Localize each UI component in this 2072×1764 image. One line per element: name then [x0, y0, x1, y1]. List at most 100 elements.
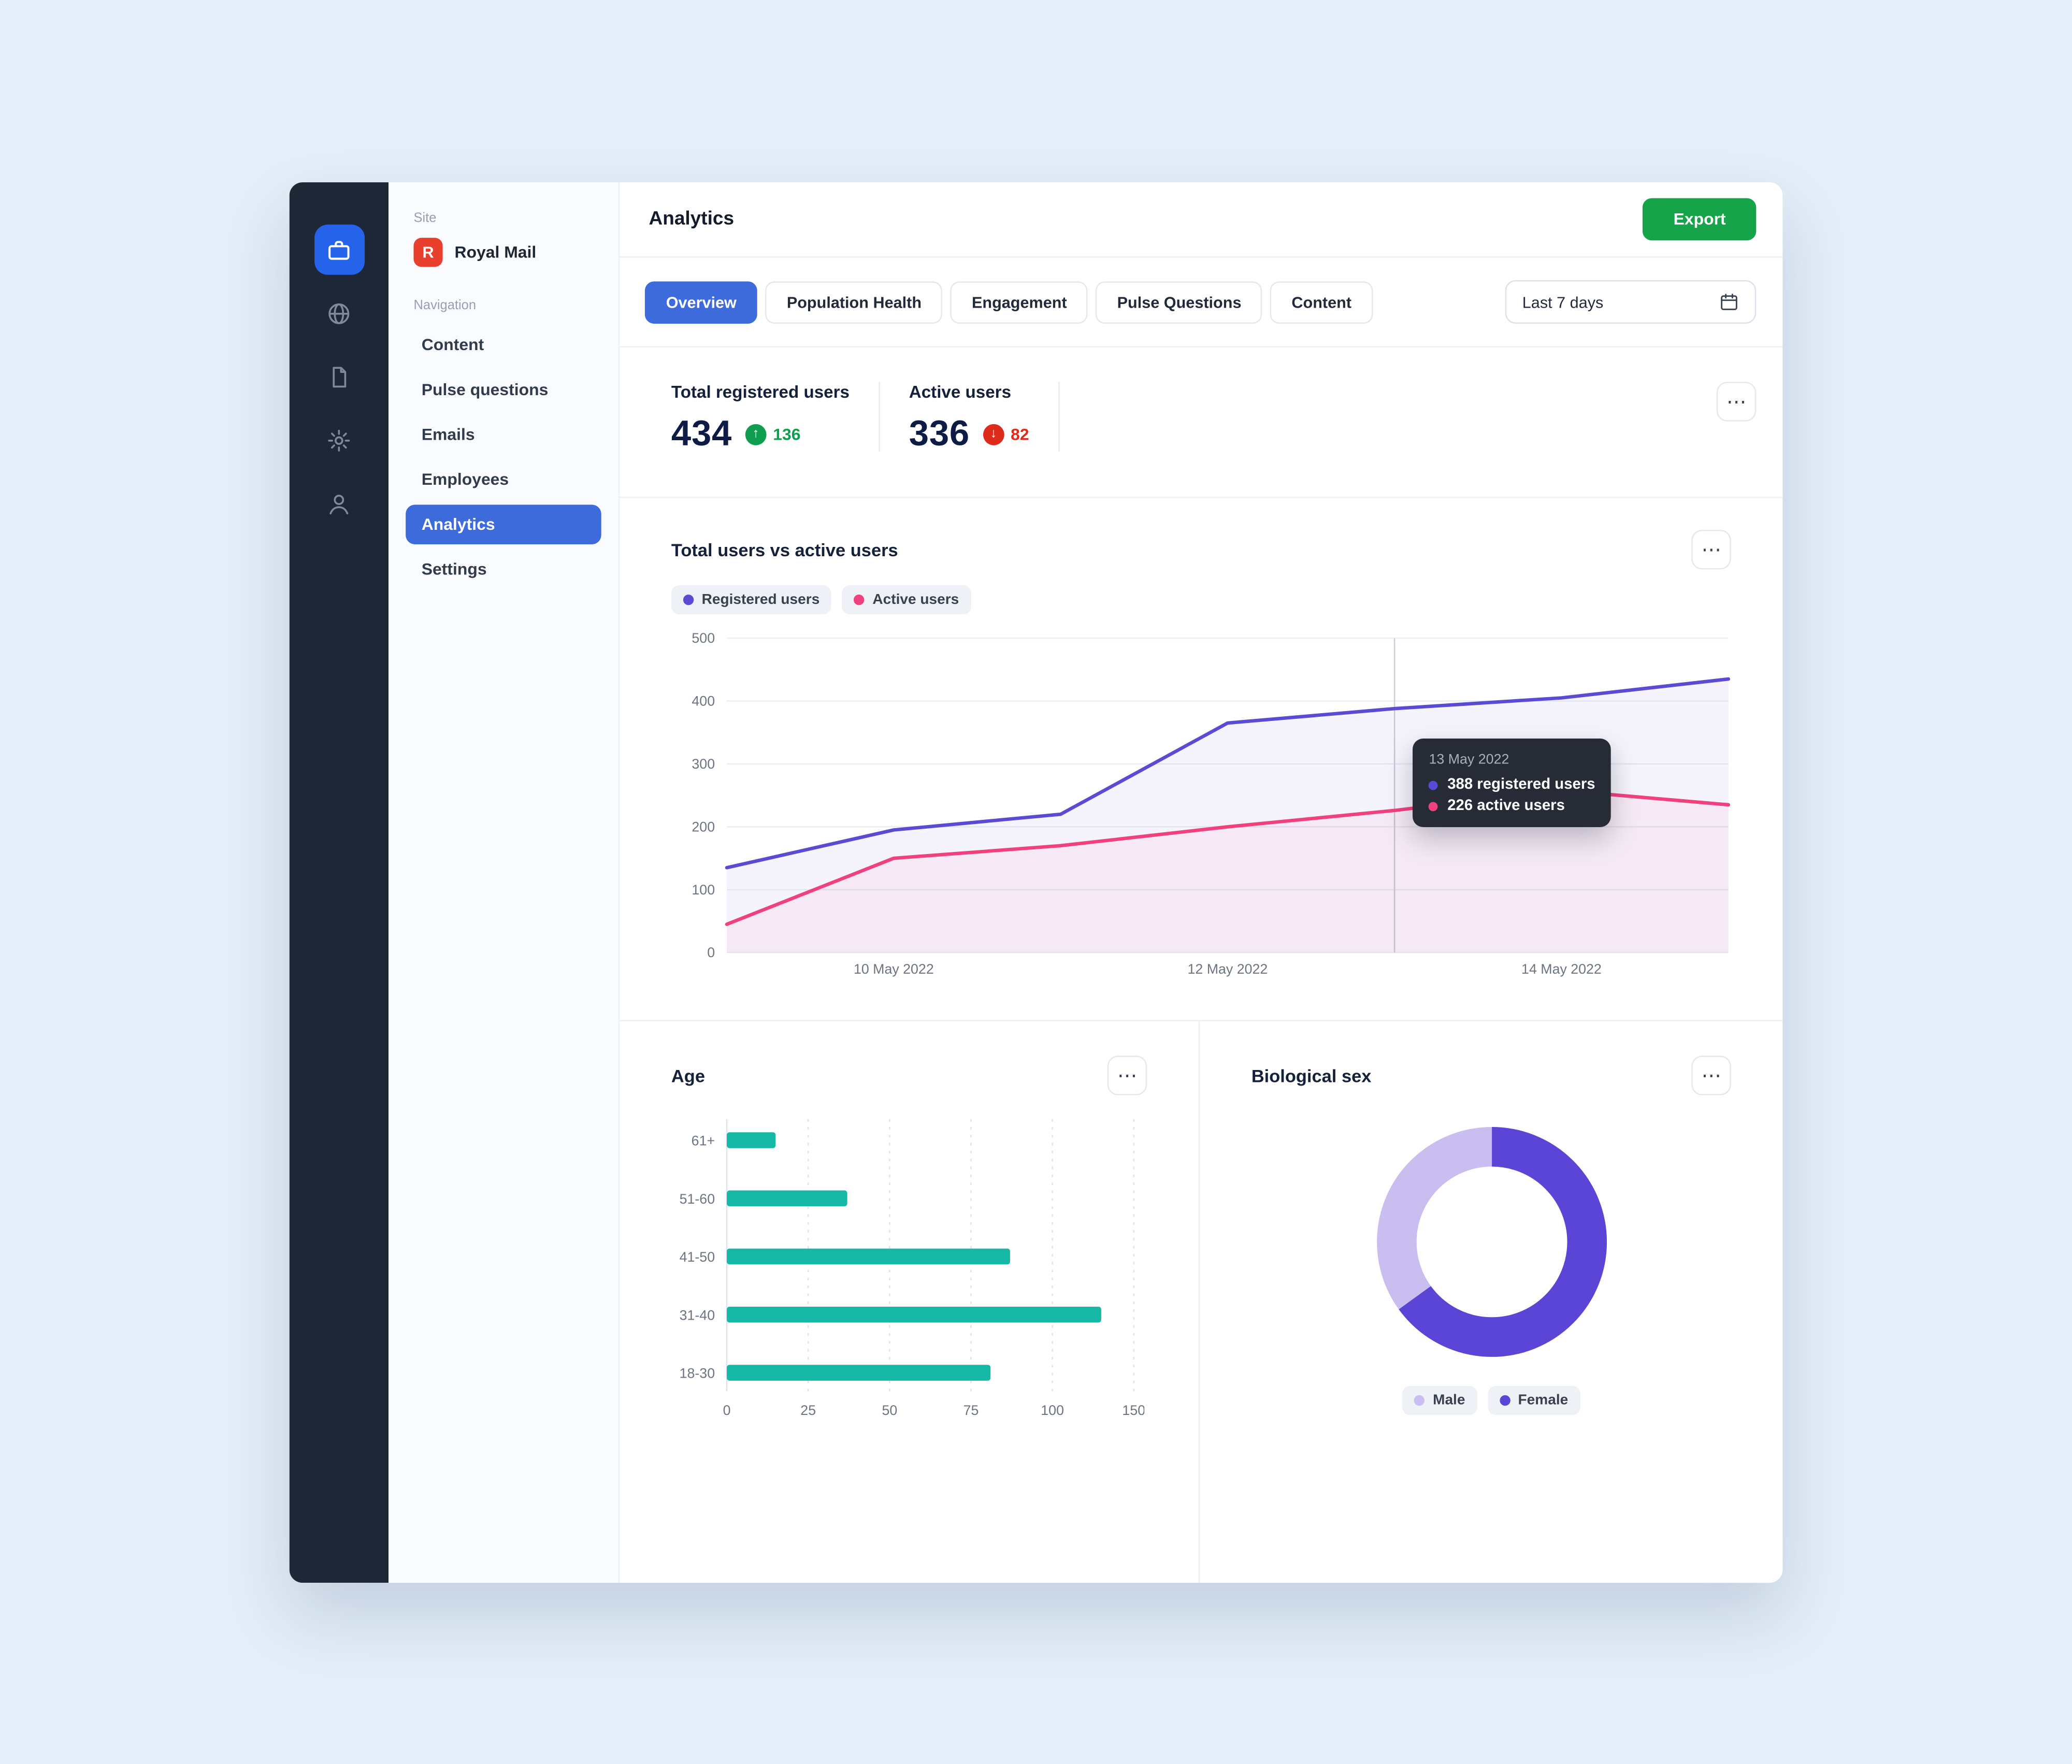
biological-sex-card: Biological sex Male Female: [1200, 1021, 1782, 1583]
svg-text:18-30: 18-30: [680, 1366, 715, 1381]
date-range-select[interactable]: Last 7 days: [1505, 280, 1757, 324]
svg-text:50: 50: [882, 1402, 897, 1418]
legend-active-users[interactable]: Active users: [842, 585, 971, 615]
svg-text:0: 0: [707, 945, 715, 960]
stat-total-registered-users: Total registered users 434 136: [671, 382, 880, 452]
chart-tooltip: 13 May 2022 388 registered users 226 act…: [1413, 739, 1611, 827]
svg-text:100: 100: [1041, 1402, 1064, 1418]
sex-title: Biological sex: [1251, 1065, 1372, 1086]
arrow-up-icon: [745, 423, 767, 445]
svg-text:300: 300: [692, 756, 715, 772]
tooltip-row: 388 registered users: [1429, 777, 1595, 793]
tooltip-dot-registered: [1429, 780, 1438, 790]
sidebar-item-emails[interactable]: Emails: [421, 425, 475, 444]
sidebar-item-content[interactable]: Content: [421, 335, 484, 354]
legend-registered-users[interactable]: Registered users: [671, 585, 832, 615]
legend-dot: [683, 594, 694, 605]
sidebar-item-employees[interactable]: Employees: [421, 470, 509, 489]
arrow-down-icon: [983, 423, 1004, 445]
rail-item-globe[interactable]: [314, 288, 364, 338]
sex-legend: Male Female: [1402, 1386, 1580, 1415]
icon-rail: [289, 182, 388, 1583]
rail-item-settings[interactable]: [314, 415, 364, 465]
svg-text:10 May 2022: 10 May 2022: [854, 961, 934, 977]
sidebar-item-analytics[interactable]: Analytics: [406, 504, 601, 545]
legend-dot: [1499, 1395, 1510, 1406]
sex-chart: [1376, 1127, 1606, 1357]
svg-text:25: 25: [800, 1402, 816, 1418]
navigation-label: Navigation: [413, 298, 477, 313]
line-chart-legend: Registered users Active users: [671, 585, 1731, 615]
calendar-icon: [1719, 292, 1739, 312]
stat-label: Active users: [909, 382, 1012, 402]
stat-label: Total registered users: [671, 382, 850, 402]
tabs-bar: Overview Population Health Engagement Pu…: [620, 257, 1783, 348]
stat-active-users: Active users 336 82: [909, 382, 1060, 452]
card-header: Total users vs active users: [671, 529, 1731, 570]
bottom-cards: Age 0 25 50 75 100 150 61+ 51-60 41-50 31-40 18-30…: [620, 1021, 1782, 1583]
delta-value: 136: [773, 425, 801, 443]
svg-text:500: 500: [692, 630, 715, 646]
svg-text:75: 75: [963, 1402, 979, 1418]
briefcase-icon: [326, 237, 351, 262]
sex-chart-area: Male Female: [1251, 1111, 1731, 1415]
site-avatar: R: [413, 238, 443, 267]
stat-delta: 82: [983, 423, 1029, 445]
svg-text:12 May 2022: 12 May 2022: [1188, 961, 1268, 977]
tooltip-date: 13 May 2022: [1429, 751, 1509, 768]
stat-delta: 136: [745, 423, 801, 445]
card-header: Biological sex: [1251, 1055, 1731, 1095]
app-window: Site R Royal Mail Navigation Content Pul…: [289, 182, 1783, 1583]
page-title: Analytics: [649, 209, 735, 230]
rail-item-briefcase[interactable]: [313, 224, 364, 275]
stats-section: Total registered users 434 136 Active us…: [620, 348, 1783, 498]
delta-value: 82: [1011, 425, 1029, 443]
legend-male[interactable]: Male: [1402, 1386, 1477, 1415]
user-icon: [326, 491, 351, 516]
site-switcher[interactable]: R Royal Mail: [406, 238, 601, 267]
tab-overview[interactable]: Overview: [644, 281, 758, 323]
legend-female[interactable]: Female: [1487, 1386, 1580, 1415]
gear-icon: [326, 427, 351, 452]
sidebar-item-pulse-questions[interactable]: Pulse questions: [421, 380, 549, 399]
stat-row: 336 82: [909, 415, 1029, 452]
line-chart-card: Total users vs active users Registered u…: [620, 498, 1783, 1021]
nav-list: Content Pulse questions Emails Employees…: [406, 325, 601, 589]
side-nav: Site R Royal Mail Navigation Content Pul…: [388, 182, 620, 1583]
tab-content[interactable]: Content: [1270, 281, 1373, 323]
export-button[interactable]: Export: [1643, 198, 1757, 241]
site-name: Royal Mail: [454, 243, 537, 262]
legend-dot: [1414, 1395, 1425, 1406]
stats-menu-button[interactable]: [1716, 382, 1757, 422]
legend-dot: [854, 594, 865, 605]
tab-engagement[interactable]: Engagement: [951, 281, 1088, 323]
stat-row: 434 136: [671, 413, 850, 453]
svg-text:400: 400: [692, 693, 715, 709]
main-panel: Analytics Export Overview Population Hea…: [620, 182, 1783, 1583]
card-header: Age: [671, 1055, 1147, 1095]
tooltip-label: 388 registered users: [1447, 777, 1595, 793]
svg-text:14 May 2022: 14 May 2022: [1521, 961, 1602, 977]
svg-text:150: 150: [1122, 1402, 1144, 1418]
rail-item-profile[interactable]: [314, 478, 364, 528]
tab-pulse-questions[interactable]: Pulse Questions: [1096, 281, 1263, 323]
legend-label: Male: [1433, 1392, 1465, 1409]
tab-population-health[interactable]: Population Health: [765, 281, 943, 323]
legend-label: Female: [1518, 1392, 1569, 1409]
date-range-value: Last 7 days: [1522, 293, 1604, 311]
age-title: Age: [671, 1065, 706, 1086]
line-chart-area[interactable]: 0 100 200 300 400 500 10 May 2022 12 May 2022 14…: [671, 625, 1731, 986]
sex-menu-button[interactable]: [1691, 1055, 1731, 1095]
rail-item-document[interactable]: [314, 352, 364, 402]
globe-icon: [326, 300, 351, 325]
tooltip-label: 226 active users: [1447, 798, 1565, 814]
age-menu-button[interactable]: [1107, 1055, 1147, 1095]
sidebar-item-settings[interactable]: Settings: [421, 560, 487, 579]
stat-value: 434: [671, 413, 732, 453]
line-chart-menu-button[interactable]: [1691, 529, 1731, 570]
svg-text:51-60: 51-60: [680, 1191, 715, 1207]
line-chart-title: Total users vs active users: [671, 540, 898, 560]
age-card: Age 0 25 50 75 100 150 61+ 51-60 41-50 31-40 18-30: [620, 1021, 1200, 1583]
svg-text:100: 100: [692, 882, 715, 898]
